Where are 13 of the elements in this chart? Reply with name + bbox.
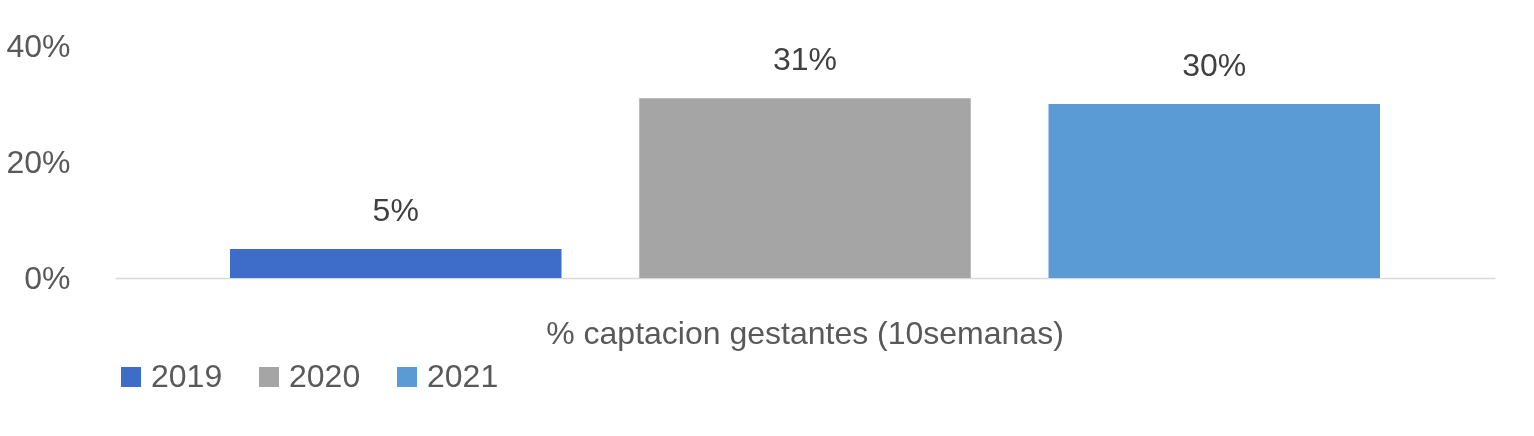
data-label: 31% <box>772 41 838 78</box>
bar <box>230 249 562 278</box>
data-label: 30% <box>1182 47 1247 83</box>
bar <box>1048 104 1380 278</box>
y-tick-label: 20% <box>6 143 71 180</box>
legend-label: 2019 <box>151 358 223 394</box>
data-label: 5% <box>372 192 419 228</box>
y-tick-label: 0% <box>24 259 71 296</box>
legend-label: 2021 <box>427 358 499 394</box>
x-tick-label: % captacion gestantes (10semanas) <box>546 314 1064 351</box>
legend-label: 2020 <box>289 358 361 394</box>
y-tick-label: 40% <box>6 27 71 64</box>
bar <box>639 98 971 278</box>
